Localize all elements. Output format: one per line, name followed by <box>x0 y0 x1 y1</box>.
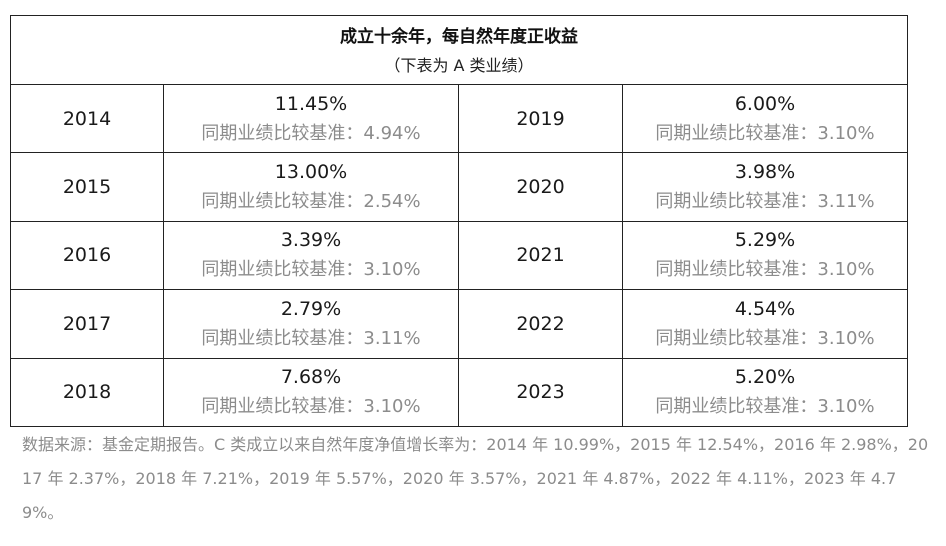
year-cell: 2018 <box>10 357 164 428</box>
annual-return: 7.68% <box>280 366 342 389</box>
year-cell: 2016 <box>10 220 164 291</box>
value-cell: 2.79% 同期业绩比较基准：3.11% <box>163 289 459 359</box>
value-cell: 3.98% 同期业绩比较基准：3.11% <box>622 152 908 222</box>
benchmark-return: 同期业绩比较基准：2.54% <box>201 191 421 213</box>
table-row: 2015 13.00% 同期业绩比较基准：2.54% 2020 3.98% 同期… <box>10 152 908 222</box>
annual-return: 5.29% <box>734 229 796 252</box>
benchmark-return: 同期业绩比较基准：3.10% <box>655 259 875 281</box>
year-cell: 2020 <box>458 152 623 222</box>
annual-return: 3.98% <box>734 161 796 184</box>
value-cell: 4.54% 同期业绩比较基准：3.10% <box>622 289 908 359</box>
table-row: 2018 7.68% 同期业绩比较基准：3.10% 2023 5.20% 同期业… <box>10 357 908 428</box>
benchmark-return: 同期业绩比较基准：3.10% <box>655 396 875 418</box>
year-cell: 2017 <box>10 289 164 359</box>
value-cell: 7.68% 同期业绩比较基准：3.10% <box>163 357 459 428</box>
annual-return: 11.45% <box>274 92 348 115</box>
value-cell: 11.45% 同期业绩比较基准：4.94% <box>163 83 459 154</box>
benchmark-return: 同期业绩比较基准：3.10% <box>655 122 875 144</box>
table-row: 2016 3.39% 同期业绩比较基准：3.10% 2021 5.29% 同期业… <box>10 220 908 291</box>
annual-return: 6.00% <box>734 92 796 115</box>
value-cell: 5.20% 同期业绩比较基准：3.10% <box>622 357 908 428</box>
value-cell: 3.39% 同期业绩比较基准：3.10% <box>163 220 459 291</box>
value-cell: 6.00% 同期业绩比较基准：3.10% <box>622 83 908 154</box>
year-cell: 2015 <box>10 152 164 222</box>
annual-return: 3.39% <box>280 229 342 252</box>
benchmark-return: 同期业绩比较基准：4.94% <box>201 122 421 144</box>
annual-return: 13.00% <box>274 161 348 184</box>
benchmark-return: 同期业绩比较基准：3.11% <box>655 191 875 213</box>
value-cell: 5.29% 同期业绩比较基准：3.10% <box>622 220 908 291</box>
year-cell: 2022 <box>458 289 623 359</box>
benchmark-return: 同期业绩比较基准：3.11% <box>201 327 421 349</box>
year-cell: 2021 <box>458 220 623 291</box>
year-cell: 2014 <box>10 83 164 154</box>
year-cell: 2023 <box>458 357 623 428</box>
table-title: 成立十余年，每自然年度正收益 <box>340 27 578 47</box>
value-cell: 13.00% 同期业绩比较基准：2.54% <box>163 152 459 222</box>
table-subtitle: （下表为 A 类业绩） <box>384 56 534 75</box>
benchmark-return: 同期业绩比较基准：3.10% <box>201 396 421 418</box>
table-header: 成立十余年，每自然年度正收益 （下表为 A 类业绩） <box>10 15 908 85</box>
table-header-row: 成立十余年，每自然年度正收益 （下表为 A 类业绩） <box>10 15 908 85</box>
table-row: 2017 2.79% 同期业绩比较基准：3.11% 2022 4.54% 同期业… <box>10 289 908 359</box>
performance-table: 成立十余年，每自然年度正收益 （下表为 A 类业绩） 2014 11.45% 同… <box>10 15 908 428</box>
year-cell: 2019 <box>458 83 623 154</box>
annual-return: 2.79% <box>280 297 342 320</box>
annual-return: 5.20% <box>734 366 796 389</box>
annual-return: 4.54% <box>734 297 796 320</box>
benchmark-return: 同期业绩比较基准：3.10% <box>655 327 875 349</box>
benchmark-return: 同期业绩比较基准：3.10% <box>201 259 421 281</box>
data-source-note: 数据来源：基金定期报告。C 类成立以来自然年度净值增长率为：2014 年 10.… <box>22 435 929 522</box>
table-row: 2014 11.45% 同期业绩比较基准：4.94% 2019 6.00% 同期… <box>10 83 908 154</box>
